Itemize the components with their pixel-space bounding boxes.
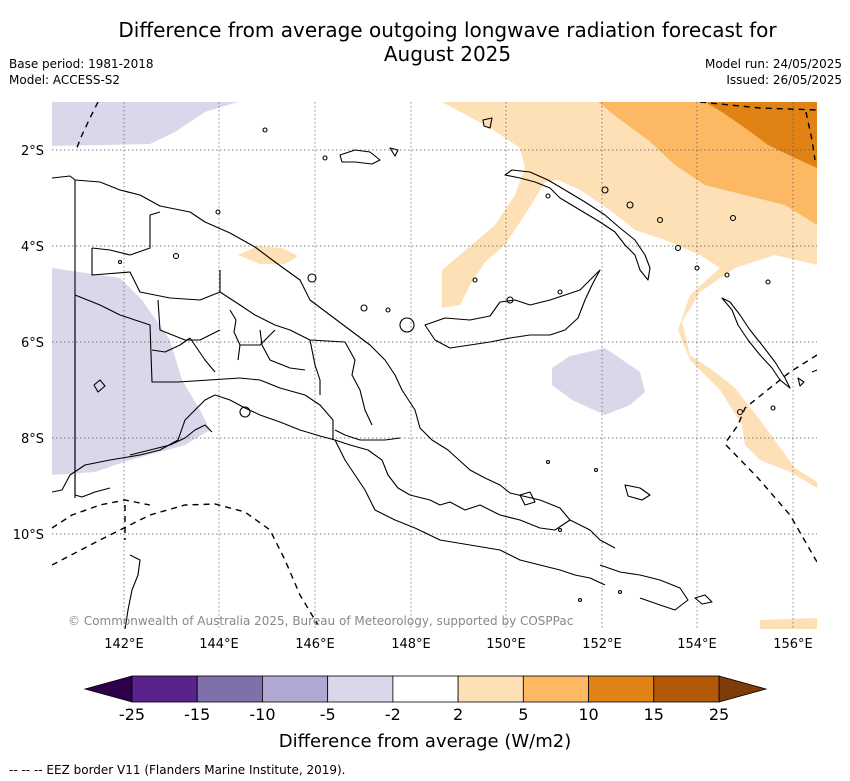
lon-label-150e: 150°E <box>486 637 526 652</box>
colorbar-tick-label: 2 <box>453 705 463 724</box>
issued-date: Issued: 26/05/2025 <box>726 73 842 87</box>
colorbar-segment <box>653 675 720 703</box>
eez-legend-note: -- -- -- EEZ border V11 (Flanders Marine… <box>9 763 346 777</box>
colorbar-high-extend <box>718 675 768 703</box>
colorbar-label: Difference from average (W/m2) <box>278 731 572 752</box>
longitude-labels: 142°E 144°E 146°E 148°E 150°E 152°E 154°… <box>104 637 813 652</box>
lat-label-4s: 4°S <box>21 240 44 255</box>
meta-right: Model run: 24/05/2025 Issued: 26/05/2025 <box>705 56 842 88</box>
lon-label-142e: 142°E <box>104 637 144 652</box>
meta-left: Base period: 1981-2018 Model: ACCESS-S2 <box>9 56 154 88</box>
colorbar-segment <box>131 675 198 703</box>
anomaly-strong-positive-region <box>705 102 817 168</box>
colorbar-segment <box>262 675 329 703</box>
colorbar-segment <box>327 675 394 703</box>
model-name: Model: ACCESS-S2 <box>9 73 121 87</box>
lon-label-148e: 148°E <box>391 637 431 652</box>
colorbar-segment <box>196 675 263 703</box>
model-run: Model run: 24/05/2025 <box>704 57 842 71</box>
lat-label-10s: 10°S <box>13 528 44 543</box>
anomaly-negative-region-west <box>52 268 210 475</box>
lon-label-152e: 152°E <box>582 637 622 652</box>
base-period: Base period: 1981-2018 <box>9 57 154 71</box>
colorbar-segment <box>522 675 589 703</box>
lat-label-2s: 2°S <box>21 144 44 159</box>
eez-borders <box>52 102 817 626</box>
latitude-labels: 2°S 4°S 6°S 8°S 10°S <box>13 144 44 543</box>
anomaly-negative-region-northwest <box>52 102 238 146</box>
colorbar-tick-label: -2 <box>385 705 401 724</box>
title-line-1: Difference from average outgoing longwav… <box>118 18 777 42</box>
anomaly-positive-small-region <box>238 246 298 264</box>
colorbar-tick-label: -15 <box>184 705 210 724</box>
lon-label-154e: 154°E <box>677 637 717 652</box>
lat-label-8s: 8°S <box>21 432 44 447</box>
gridlines <box>52 102 817 629</box>
colorbar-tick-label: 5 <box>518 705 528 724</box>
copyright-notice: © Commonwealth of Australia 2025, Bureau… <box>68 614 574 628</box>
colorbar-tick-label: -25 <box>119 705 145 724</box>
colorbar-segment <box>457 675 524 703</box>
colorbar-tick-label: 10 <box>578 705 598 724</box>
colorbar-low-extend <box>83 675 133 703</box>
lon-label-146e: 146°E <box>295 637 335 652</box>
colorbar-segments <box>131 675 720 703</box>
map-area <box>52 102 817 629</box>
lat-label-6s: 6°S <box>21 336 44 351</box>
colorbar-tick-label: -10 <box>249 705 275 724</box>
colorbar-tick-label: -5 <box>320 705 336 724</box>
anomaly-positive-region-east-patch <box>760 618 817 629</box>
lon-label-144e: 144°E <box>199 637 239 652</box>
colorbar-segment <box>588 675 655 703</box>
title-line-2: August 2025 <box>383 42 512 66</box>
anomaly-negative-region-east <box>552 348 645 415</box>
colorbar-ticks: -25 -15 -10 -5 -2 2 5 10 15 25 <box>119 705 729 724</box>
colorbar-tick-label: 15 <box>644 705 664 724</box>
map-title: Difference from average outgoing longwav… <box>0 18 850 66</box>
coastlines <box>52 117 817 629</box>
anomaly-positive-region-east <box>442 102 817 629</box>
colorbar-segment <box>392 675 459 703</box>
lon-label-156e: 156°E <box>773 637 813 652</box>
colorbar: -25 -15 -10 -5 -2 2 5 10 15 25 <box>83 675 768 724</box>
colorbar-tick-label: 25 <box>709 705 729 724</box>
